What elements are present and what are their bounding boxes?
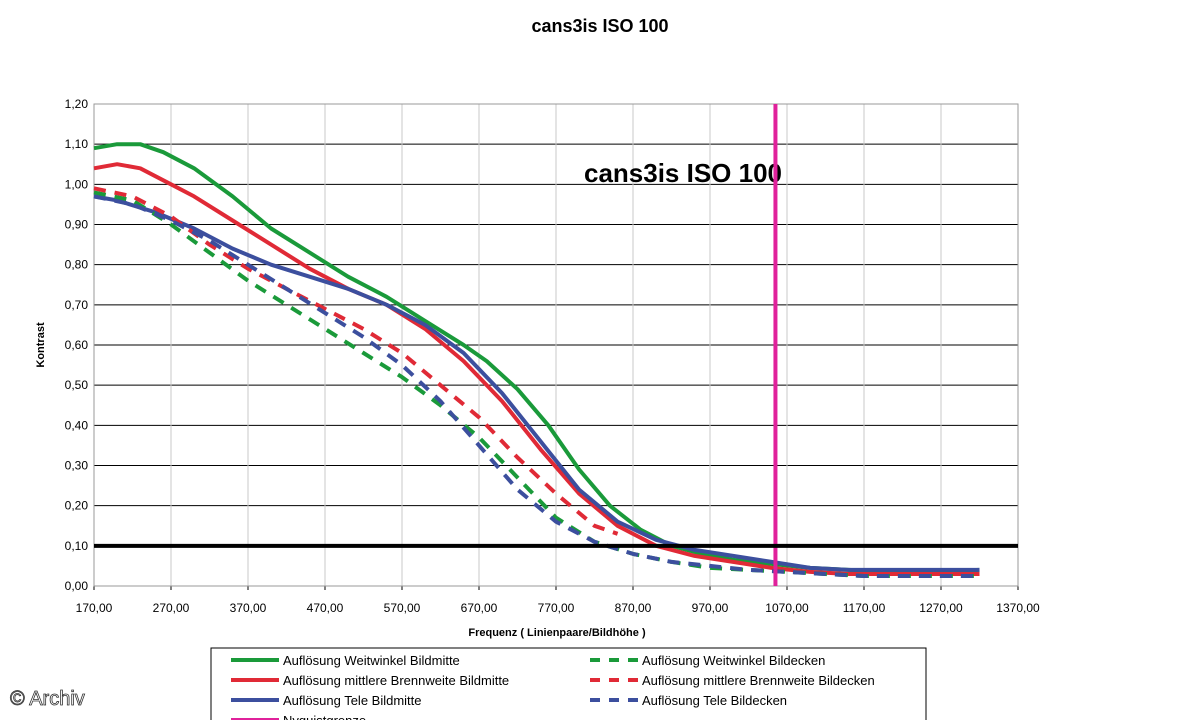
- y-tick-label: 0,20: [65, 499, 89, 513]
- y-axis-label: Kontrast: [35, 322, 47, 368]
- y-tick-label: 0,00: [65, 579, 89, 593]
- legend-label: Auflösung Tele Bildmitte: [283, 693, 422, 708]
- reference-lines: [94, 104, 1018, 586]
- x-tick-label: 970,00: [692, 601, 729, 615]
- y-tick-label: 1,10: [65, 137, 89, 151]
- x-tick-label: 470,00: [307, 601, 344, 615]
- y-tick-label: 1,20: [65, 97, 89, 111]
- x-tick-label: 770,00: [538, 601, 575, 615]
- legend-label: Auflösung Weitwinkel Bildmitte: [283, 653, 460, 668]
- x-tick-label: 870,00: [615, 601, 652, 615]
- x-tick-label: 570,00: [384, 601, 421, 615]
- series-line-6: [93, 194, 980, 578]
- y-tick-label: 0,80: [65, 258, 89, 272]
- x-tick-label: 1270,00: [919, 601, 963, 615]
- x-tick-label: 370,00: [230, 601, 267, 615]
- series-line-5: [93, 186, 619, 536]
- x-tick-labels: 170,00 270,00 370,00 470,00 570,00 670,00 770,…: [76, 601, 1040, 615]
- y-tick-labels: 0,00 0,10 0,20 0,30 0,40 0,50 0,60 0,70 0,80 0,90…: [65, 97, 89, 593]
- y-tick-label: 1,00: [65, 177, 89, 191]
- legend-label: Auflösung Tele Bildecken: [642, 693, 787, 708]
- x-tick-label: 1370,00: [996, 601, 1040, 615]
- data-series: [93, 142, 980, 578]
- legend: Auflösung Weitwinkel Bildmitte Auflösung …: [210, 647, 927, 720]
- plot-area: [93, 103, 1019, 587]
- y-tick-label: 0,70: [65, 298, 89, 312]
- series-line-2: [93, 162, 980, 576]
- x-tick-label: 270,00: [153, 601, 190, 615]
- y-tick-label: 0,30: [65, 459, 89, 473]
- inner-chart-title: cans3is ISO 100: [584, 158, 782, 188]
- y-tick-label: 0,50: [65, 378, 89, 392]
- legend-label: Auflösung mittlere Brennweite Bildecken: [642, 673, 875, 688]
- series-line-3: [93, 194, 980, 572]
- legend-label: Auflösung mittlere Brennweite Bildmitte: [283, 673, 509, 688]
- legend-label: Auflösung Weitwinkel Bildecken: [642, 653, 825, 668]
- legend-label: Nyquistgrenze: [283, 713, 366, 720]
- y-tick-label: 0,40: [65, 418, 89, 432]
- y-tick-label: 0,90: [65, 218, 89, 232]
- x-tick-label: 170,00: [76, 601, 113, 615]
- y-tick-label: 0,60: [65, 338, 89, 352]
- legend-box: [210, 647, 927, 720]
- watermark: © Archiv: [10, 688, 85, 710]
- x-tick-label: 670,00: [461, 601, 498, 615]
- y-tick-label: 0,10: [65, 539, 89, 553]
- series-line-4: [93, 190, 980, 578]
- x-tick-label: 1170,00: [843, 601, 886, 615]
- x-tick-label: 1070,00: [765, 601, 809, 615]
- x-axis-label: Frequenz ( Linienpaare/Bildhöhe ): [468, 627, 646, 639]
- chart-title: cans3is ISO 100: [531, 16, 668, 36]
